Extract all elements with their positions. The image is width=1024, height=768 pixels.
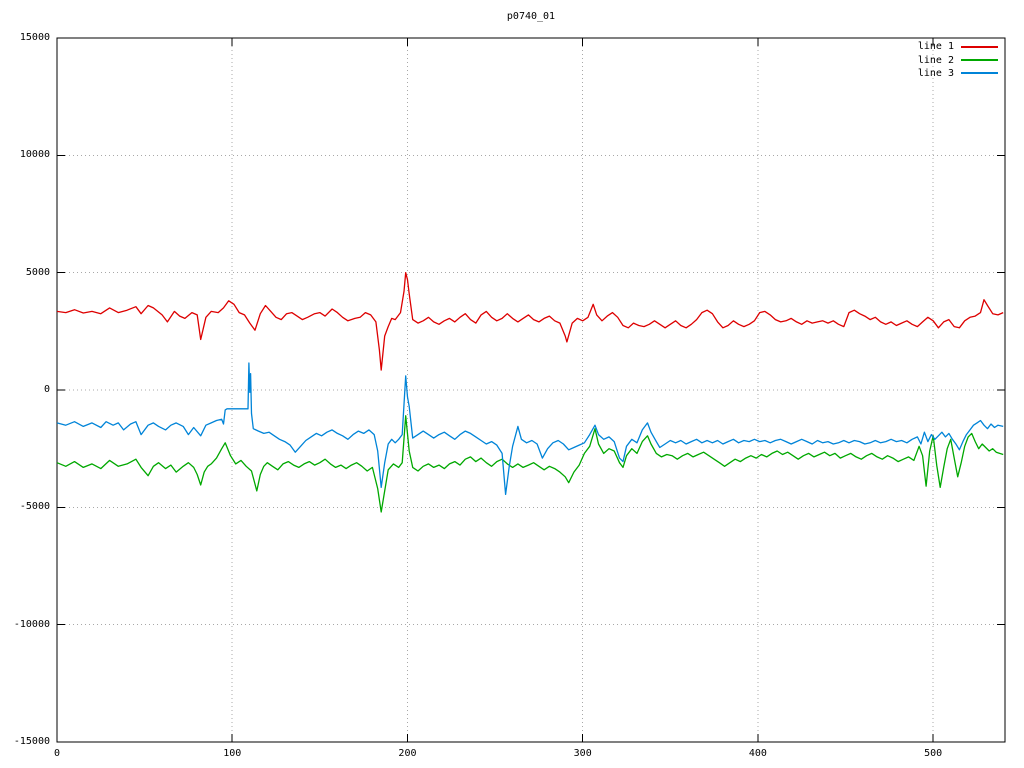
legend-label-line2: line 2 <box>917 54 954 66</box>
x-tick-label: 300 <box>573 748 592 759</box>
legend-line-sample-line2 <box>961 59 998 62</box>
series-3-line <box>56 362 1004 496</box>
series-2-line <box>56 415 1004 513</box>
legend-entry-line2: line 2 <box>918 53 998 66</box>
legend-entry-line3: line 3 <box>918 67 998 80</box>
y-tick-label: -5000 <box>19 501 50 513</box>
x-tick-label: 200 <box>398 748 417 759</box>
series-1-line <box>56 272 1004 371</box>
plot-border <box>56 37 1006 743</box>
x-tick-label: 500 <box>924 748 943 759</box>
x-tick-label: 0 <box>53 748 61 759</box>
legend-label-line3: line 3 <box>917 67 954 79</box>
y-tick-label: 15000 <box>19 32 50 43</box>
legend-line-sample-line1 <box>961 45 998 48</box>
y-tick-label: -15000 <box>13 736 50 747</box>
x-tick-label: 400 <box>748 748 767 759</box>
chart-title: p0740_01 <box>506 11 556 22</box>
legend-entry-line1: line 1 <box>918 40 998 53</box>
legend: line 1 line 2 line 3 <box>918 40 998 80</box>
legend-label-line1: line 1 <box>917 41 954 53</box>
y-tick-label: 5000 <box>25 266 50 278</box>
y-tick-label: 0 <box>43 384 50 395</box>
x-tick-label: 100 <box>223 748 242 759</box>
y-tick-label: -10000 <box>13 618 50 630</box>
legend-line-sample-line3 <box>961 72 998 75</box>
y-tick-label: 10000 <box>19 149 50 161</box>
